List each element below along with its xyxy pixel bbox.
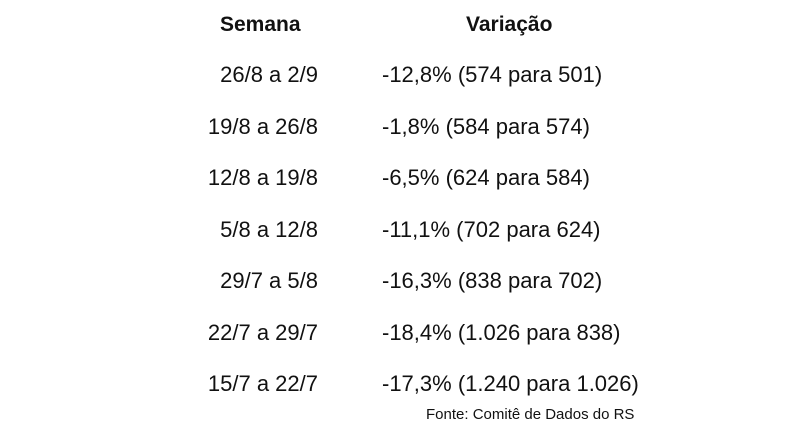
change-cell: -11,1% (702 para 624) — [382, 216, 601, 242]
table-row: 19/8 a 26/8 -1,8% (584 para 574) — [0, 109, 800, 161]
change-cell: -16,3% (838 para 702) — [382, 268, 603, 293]
week-cell: 22/7 a 29/7 — [207, 319, 318, 345]
week-cell: 5/8 a 12/8 — [220, 216, 318, 242]
change-cell: -12,8% (574 para 501) — [382, 62, 603, 87]
week-cell: 12/8 a 19/8 — [207, 165, 318, 190]
change-cell: -17,3% (1.240 para 1.026) — [382, 371, 639, 396]
table-row: 5/8 a 12/8 -11,1% (702 para 624) — [0, 212, 800, 264]
table-body: 26/8 a 2/9 -12,8% (574 para 501) 19/8 a … — [0, 57, 800, 418]
table-row: 15/7 a 22/7 -17,3% (1.240 para 1.026) — [0, 366, 800, 418]
week-cell: 15/7 a 22/7 — [207, 371, 318, 396]
change-cell: -1,8% (584 para 574) — [382, 113, 590, 139]
week-cell: 29/7 a 5/8 — [220, 268, 318, 293]
week-cell: 19/8 a 26/8 — [207, 113, 318, 139]
column-header-week: Semana — [220, 13, 301, 36]
change-cell: -6,5% (624 para 584) — [382, 165, 590, 190]
change-cell: -18,4% (1.026 para 838) — [382, 319, 621, 345]
table-row: 29/7 a 5/8 -16,3% (838 para 702) — [0, 263, 800, 315]
source-note: Fonte: Comitê de Dados do RS — [426, 406, 635, 423]
table-row: 12/8 a 19/8 -6,5% (624 para 584) — [0, 160, 800, 212]
table-row: 22/7 a 29/7 -18,4% (1.026 para 838) — [0, 315, 800, 367]
column-header-change: Variação — [466, 13, 553, 36]
table-row: 26/8 a 2/9 -12,8% (574 para 501) — [0, 57, 800, 109]
week-cell: 26/8 a 2/9 — [220, 62, 318, 87]
